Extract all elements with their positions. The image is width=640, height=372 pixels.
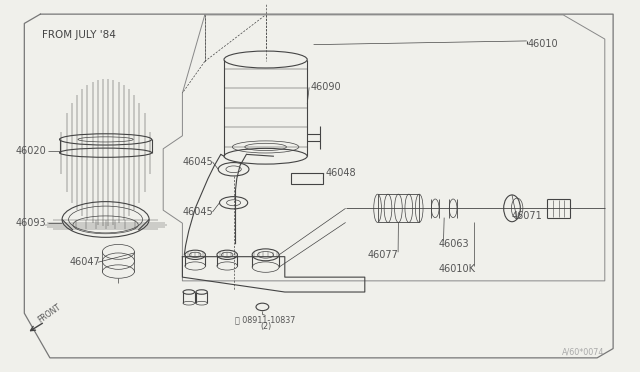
Text: 46071: 46071 xyxy=(512,211,543,221)
Text: FROM JULY '84: FROM JULY '84 xyxy=(42,31,115,40)
Text: 46045: 46045 xyxy=(182,207,213,217)
Text: A/60*0074: A/60*0074 xyxy=(563,347,605,356)
Text: 46045: 46045 xyxy=(182,157,213,167)
Text: 46020: 46020 xyxy=(15,146,46,155)
Text: Ⓝ 08911-10837: Ⓝ 08911-10837 xyxy=(236,315,296,324)
Text: 46047: 46047 xyxy=(69,257,100,267)
Text: 46010: 46010 xyxy=(528,39,559,48)
Text: 46010K: 46010K xyxy=(438,264,476,273)
Text: (2): (2) xyxy=(260,322,271,331)
Text: 46048: 46048 xyxy=(325,168,356,178)
Text: 46093: 46093 xyxy=(15,218,46,228)
Text: 46090: 46090 xyxy=(310,83,341,92)
Text: 46063: 46063 xyxy=(438,239,469,248)
Text: 46077: 46077 xyxy=(368,250,399,260)
Text: FRONT: FRONT xyxy=(36,302,62,324)
